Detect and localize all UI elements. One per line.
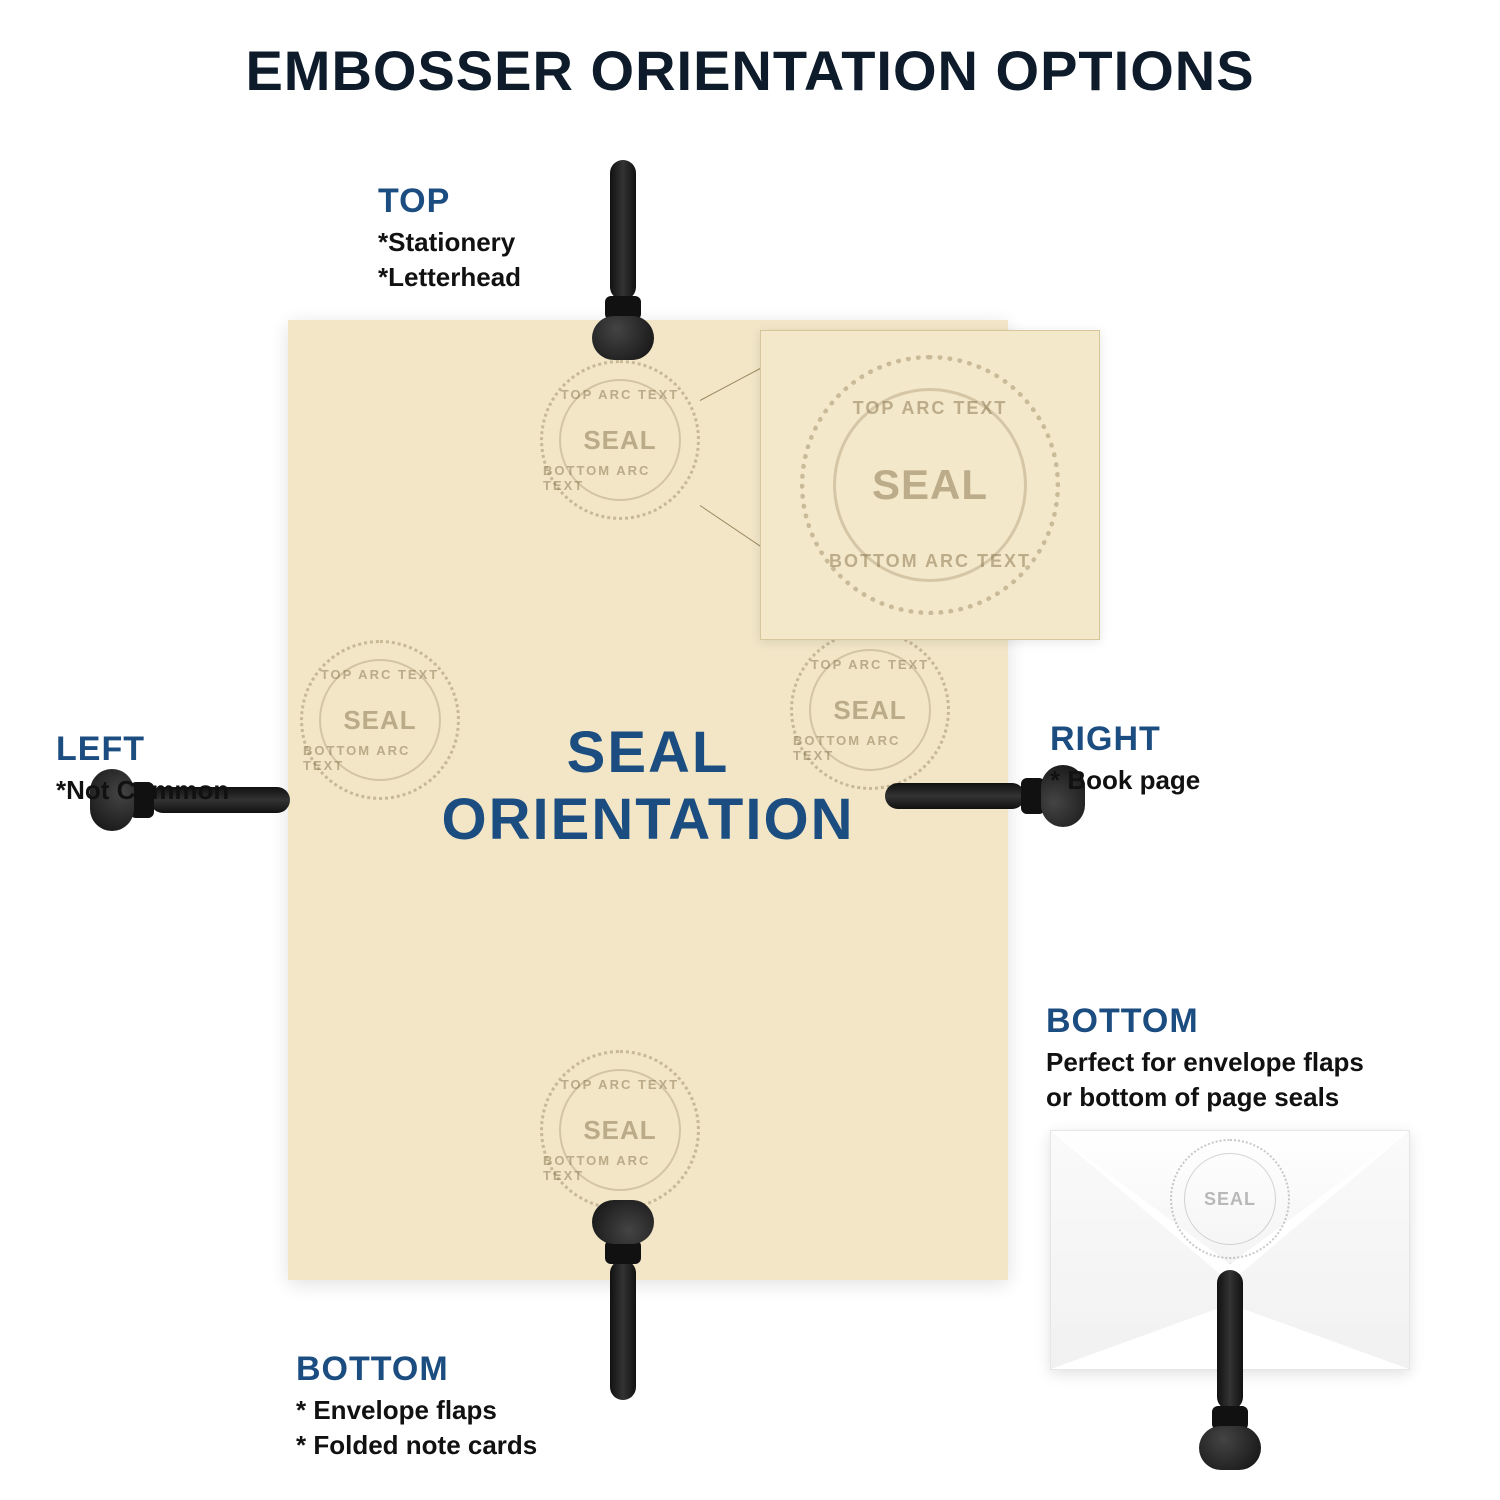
seal-arc-top: TOP ARC TEXT xyxy=(811,657,929,672)
seal-word: SEAL xyxy=(872,461,988,509)
callout-right: RIGHT * Book page xyxy=(1050,720,1200,798)
center-line1: SEAL xyxy=(567,720,730,785)
callout-line: or bottom of page seals xyxy=(1046,1080,1364,1115)
tool-handle xyxy=(885,783,1025,809)
seal-left: TOP ARC TEXT SEAL BOTTOM ARC TEXT xyxy=(300,640,460,800)
tool-handle xyxy=(610,160,636,300)
envelope-example: SEAL xyxy=(1050,1130,1410,1370)
seal-arc-bottom: BOTTOM ARC TEXT xyxy=(543,463,697,493)
seal-word: SEAL xyxy=(833,695,906,726)
callout-heading: TOP xyxy=(378,182,521,221)
callout-top: TOP *Stationery *Letterhead xyxy=(378,182,521,295)
seal-word: SEAL xyxy=(343,705,416,736)
tool-handle xyxy=(1217,1270,1243,1410)
tool-base xyxy=(592,316,654,360)
seal-arc-bottom: BOTTOM ARC TEXT xyxy=(303,743,457,773)
embosser-tool-top xyxy=(588,160,658,360)
callout-heading: BOTTOM xyxy=(296,1350,537,1389)
embosser-tool-envelope xyxy=(1195,1270,1265,1470)
infographic-stage: EMBOSSER ORIENTATION OPTIONS SEAL ORIENT… xyxy=(0,0,1500,1500)
seal-bottom: TOP ARC TEXT SEAL BOTTOM ARC TEXT xyxy=(540,1050,700,1210)
callout-line: Perfect for envelope flaps xyxy=(1046,1045,1364,1080)
seal-word: SEAL xyxy=(583,425,656,456)
tool-base xyxy=(592,1200,654,1244)
tool-base xyxy=(1199,1426,1261,1470)
seal-word: SEAL xyxy=(1172,1141,1288,1257)
callout-line: *Letterhead xyxy=(378,260,521,295)
callout-line: *Stationery xyxy=(378,225,521,260)
callout-heading: BOTTOM xyxy=(1046,1002,1364,1041)
callout-heading: RIGHT xyxy=(1050,720,1200,759)
seal-arc-top: TOP ARC TEXT xyxy=(853,398,1008,419)
magnified-seal: TOP ARC TEXT SEAL BOTTOM ARC TEXT xyxy=(800,355,1060,615)
seal-arc-top: TOP ARC TEXT xyxy=(561,387,679,402)
seal-arc-top: TOP ARC TEXT xyxy=(561,1077,679,1092)
envelope-seal: SEAL xyxy=(1170,1139,1290,1259)
embosser-tool-bottom xyxy=(588,1200,658,1400)
callout-line: * Folded note cards xyxy=(296,1428,537,1463)
callout-heading: LEFT xyxy=(56,730,229,769)
seal-top: TOP ARC TEXT SEAL BOTTOM ARC TEXT xyxy=(540,360,700,520)
seal-arc-bottom: BOTTOM ARC TEXT xyxy=(829,551,1031,572)
seal-word: SEAL xyxy=(583,1115,656,1146)
seal-arc-top: TOP ARC TEXT xyxy=(321,667,439,682)
callout-left: LEFT *Not Common xyxy=(56,730,229,808)
callout-line: * Envelope flaps xyxy=(296,1393,537,1428)
seal-magnifier: TOP ARC TEXT SEAL BOTTOM ARC TEXT xyxy=(760,330,1100,640)
page-title: EMBOSSER ORIENTATION OPTIONS xyxy=(0,38,1500,103)
callout-line: * Book page xyxy=(1050,763,1200,798)
callout-line: *Not Common xyxy=(56,773,229,808)
seal-arc-bottom: BOTTOM ARC TEXT xyxy=(543,1153,697,1183)
seal-arc-bottom: BOTTOM ARC TEXT xyxy=(793,733,947,763)
callout-bottom: BOTTOM * Envelope flaps * Folded note ca… xyxy=(296,1350,537,1463)
center-line2: ORIENTATION xyxy=(442,787,855,852)
callout-bottom-envelope: BOTTOM Perfect for envelope flaps or bot… xyxy=(1046,1002,1364,1115)
tool-handle xyxy=(610,1260,636,1400)
